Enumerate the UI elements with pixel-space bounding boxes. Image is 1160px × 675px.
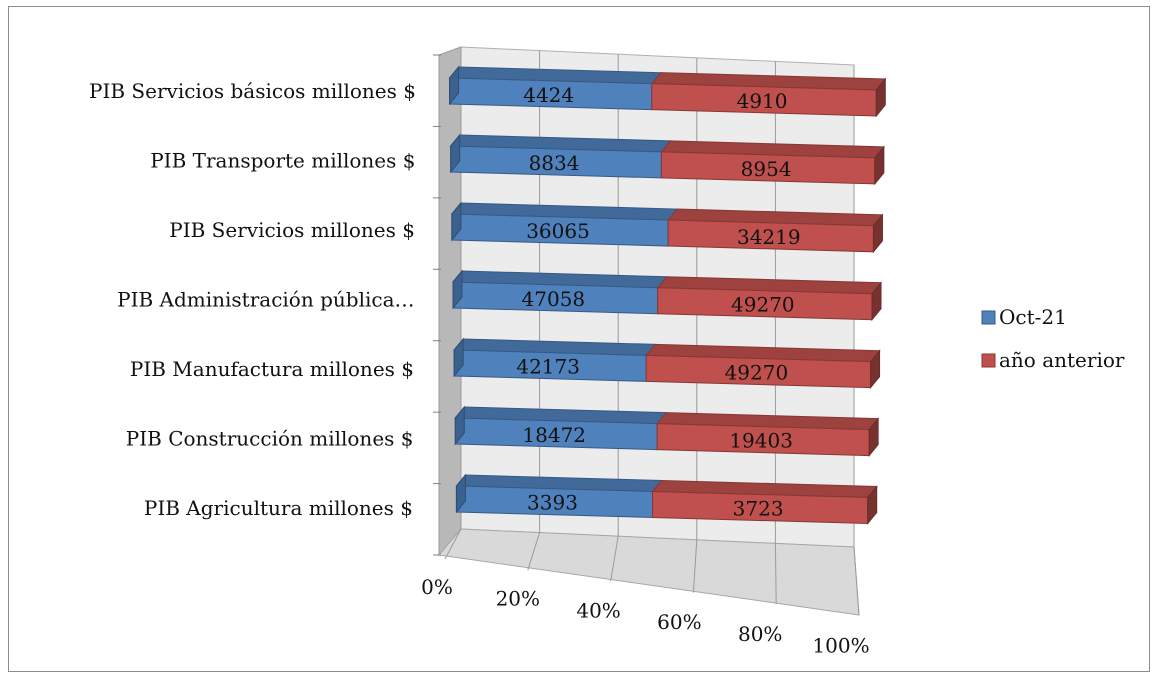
bar-start-face [454, 405, 465, 446]
data-label: 18472 [522, 423, 586, 447]
bar-end-face [875, 77, 886, 118]
x-tick-label: 20% [496, 587, 540, 611]
x-tick-labels: 0% 20% 40% 60% 80% 100% [421, 575, 869, 658]
gridline-floor [853, 546, 860, 616]
gridline-floor [527, 532, 541, 571]
stacked-bar-chart: 4424 4910 8834 8954 36065 34219 47058 49270 4217… [89, 46, 1125, 658]
data-label: 49270 [731, 293, 795, 317]
bar-end-face [868, 417, 879, 457]
bar-start-face [451, 201, 462, 242]
gridline-floor [692, 539, 698, 593]
bar-end-face [870, 349, 881, 390]
category-label: PIB Servicios millones $ [169, 218, 415, 242]
chart-walls [438, 46, 860, 616]
data-label: 47058 [522, 287, 586, 311]
legend: Oct-21 año anterior [981, 305, 1125, 372]
gridline-floor [774, 543, 777, 604]
data-label: 3393 [527, 491, 578, 515]
data-label: 42173 [516, 355, 580, 379]
legend-swatch [981, 310, 996, 325]
data-label: 36065 [526, 219, 590, 243]
gridline-floor [610, 536, 619, 582]
data-label: 19403 [729, 429, 793, 453]
category-label: PIB Manufactura millones $ [130, 357, 414, 381]
data-label: 8834 [529, 151, 580, 175]
bar-end-face [867, 485, 878, 525]
bar-start-face [453, 337, 464, 378]
data-label: 8954 [741, 157, 792, 181]
data-label: 3723 [733, 497, 784, 521]
category-labels: PIB Servicios básicos millones $ PIB Tran… [89, 79, 416, 520]
category-label: PIB Agricultura millones $ [144, 496, 413, 520]
bar-start-face [449, 65, 460, 106]
x-tick-label: 80% [738, 622, 782, 646]
category-label: PIB Administración pública… [117, 288, 414, 312]
legend-swatch [981, 353, 996, 368]
data-label: 34219 [737, 225, 801, 249]
legend-label: año anterior [999, 348, 1125, 372]
category-label: PIB Transporte millones $ [150, 149, 415, 173]
chart-frame: 4424 4910 8834 8954 36065 34219 47058 49270 4217… [8, 6, 1150, 672]
x-tick-label: 0% [421, 575, 453, 599]
legend-label: Oct-21 [999, 305, 1067, 329]
bar-end-face [871, 281, 882, 322]
x-tick-label: 100% [812, 634, 869, 658]
data-label: 4424 [523, 83, 574, 107]
x-tick-label: 60% [657, 610, 701, 634]
category-label: PIB Servicios básicos millones $ [89, 79, 416, 103]
category-label: PIB Construcción millones $ [126, 427, 414, 451]
gridline-floor [444, 528, 462, 560]
bar-end-face [872, 213, 883, 254]
bar-end-face [874, 145, 885, 186]
x-tick-label: 40% [576, 598, 620, 622]
bar-start-face [452, 269, 463, 310]
bar-start-face [455, 473, 466, 514]
bar-start-face [450, 133, 461, 174]
data-label: 4910 [737, 89, 788, 113]
bars: 4424 4910 8834 8954 36065 34219 47058 49270 4217… [448, 65, 887, 525]
data-label: 49270 [725, 361, 789, 385]
